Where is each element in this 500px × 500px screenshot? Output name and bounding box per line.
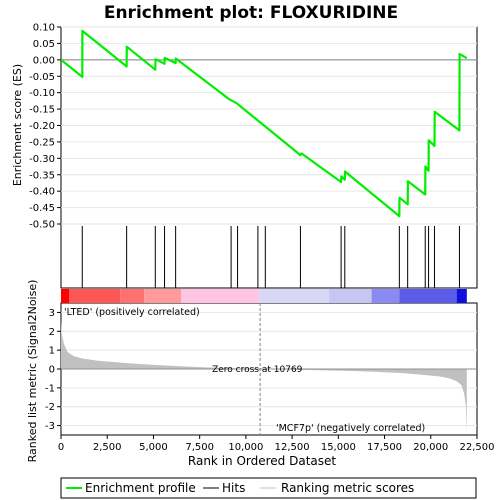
color-bar-segment	[181, 289, 259, 303]
x-tick-label: 15,000	[321, 442, 356, 453]
x-tick-label: 2,500	[93, 442, 122, 453]
metric-y-axis-label: Ranked list metric (Signal2Noise)	[26, 280, 39, 463]
metric-y-tick-label: 2	[49, 327, 55, 338]
x-tick-label: 10,000	[228, 442, 263, 453]
es-y-tick-label: -0.20	[29, 121, 55, 132]
zero-cross-label: Zero cross at 10769	[212, 365, 303, 375]
es-y-tick-label: -0.35	[29, 170, 55, 181]
x-tick-label: 17,500	[367, 442, 402, 453]
es-y-tick-label: -0.15	[29, 105, 55, 116]
metric-y-tick-label: 0	[49, 365, 55, 376]
color-bar-segment	[258, 289, 330, 303]
chart-title: Enrichment plot: FLOXURIDINE	[104, 3, 398, 23]
x-tick-label: 22,500	[460, 442, 495, 453]
x-tick-label: 5,000	[139, 442, 168, 453]
es-y-tick-label: -0.10	[29, 88, 55, 99]
es-y-axis-label: Enrichment score (ES)	[11, 64, 24, 186]
x-tick-label: 0	[58, 442, 64, 453]
es-y-tick-label: -0.45	[29, 203, 55, 214]
es-y-tick-label: -0.05	[29, 72, 55, 83]
color-bar-segment	[371, 289, 400, 303]
metric-y-tick-label: -2	[45, 402, 55, 413]
x-tick-label: 20,000	[413, 442, 448, 453]
color-bar-segment	[399, 289, 457, 303]
color-bar-segment	[456, 289, 467, 303]
metric-y-axis: 3 2 1 0 -1 -2 -3	[45, 308, 61, 432]
es-y-tick-label: -0.40	[29, 187, 55, 198]
x-tick-label: 12,500	[275, 442, 310, 453]
positive-correlation-label: 'LTED' (positively correlated)	[64, 307, 200, 318]
es-y-tick-label: 0.00	[33, 55, 55, 66]
es-gridlines	[61, 26, 477, 225]
metric-y-tick-label: -3	[45, 421, 55, 432]
es-y-tick-label: -0.30	[29, 154, 55, 165]
negative-correlation-label: 'MCF7p' (negatively correlated)	[276, 423, 425, 434]
legend-hits-label: Hits	[222, 481, 245, 495]
color-bar-segment	[69, 289, 121, 303]
es-y-tick-label: 0.05	[33, 39, 55, 50]
es-y-tick-label: -0.25	[29, 137, 55, 148]
legend-enrichment-label: Enrichment profile	[85, 481, 196, 495]
es-y-tick-label: -0.50	[29, 220, 55, 231]
color-bar-segment	[61, 289, 70, 303]
x-tick-label: 7,500	[185, 442, 214, 453]
metric-y-tick-label: -1	[45, 383, 55, 394]
color-bar-segment	[144, 289, 182, 303]
hit-markers	[81, 226, 460, 288]
color-bar-segment	[120, 289, 145, 303]
enrichment-profile-line	[60, 29, 468, 218]
color-bar-segment	[329, 289, 372, 303]
es-y-tick-label: 0.10	[33, 23, 55, 34]
metric-y-tick-label: 1	[49, 346, 55, 357]
metric-y-tick-label: 3	[49, 308, 55, 319]
es-y-axis: 0.10 0.05 0.00 -0.05 -0.10 -0.15 -0.20 -0.25 -0.…	[29, 23, 61, 231]
legend-metric-label: Ranking metric scores	[281, 481, 414, 495]
rank-color-bar	[61, 289, 467, 303]
x-axis: 0 2,500 5,000 7,500 10,000 12,500 15,000 17,500…	[58, 435, 495, 453]
x-axis-label: Rank in Ordered Dataset	[188, 454, 336, 468]
